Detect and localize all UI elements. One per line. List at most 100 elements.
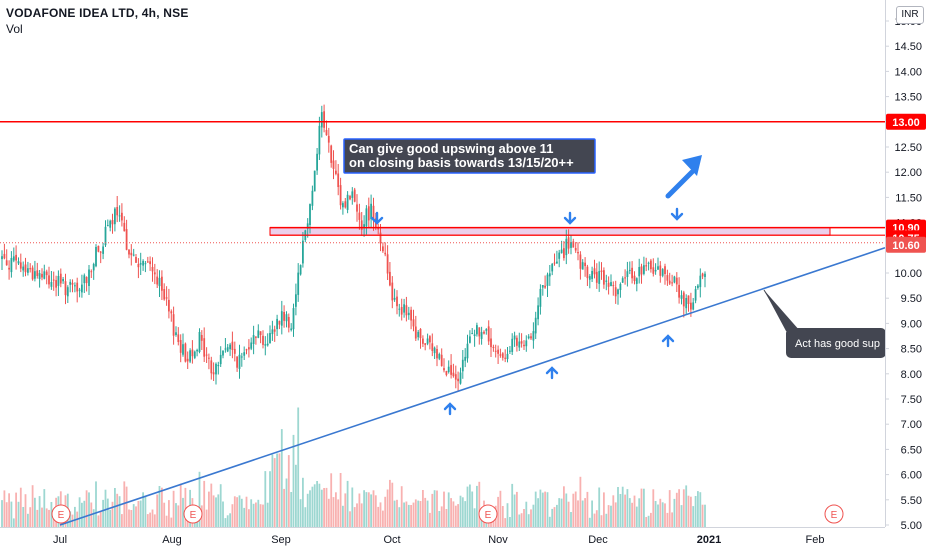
candle-body (118, 215, 121, 217)
volume-bar (85, 490, 88, 527)
candle-body (34, 271, 36, 279)
candle-body (661, 269, 664, 276)
candle-body (419, 328, 422, 339)
candle-body (243, 352, 246, 356)
volume-bar (687, 495, 690, 527)
volume-bar (50, 502, 53, 527)
volume-bar (215, 497, 217, 527)
earnings-event-marker[interactable]: E (51, 504, 71, 524)
volume-bar (398, 507, 401, 527)
candle-body (701, 273, 704, 277)
earnings-event-marker[interactable]: E (183, 504, 203, 524)
candle-body (657, 266, 659, 270)
volume-bar (600, 515, 603, 527)
candle-body (476, 325, 478, 335)
price-tag-last-price[interactable] (886, 236, 926, 253)
price-tag-resistance[interactable] (886, 113, 926, 130)
volume-bar (438, 511, 441, 527)
volume-bar (69, 511, 72, 527)
candle-body (71, 282, 74, 285)
candle-body (516, 337, 518, 346)
candle-body (356, 204, 358, 212)
candle-body (99, 251, 102, 253)
candle-body (363, 224, 365, 228)
candle-body (337, 173, 340, 187)
candle-body (170, 311, 173, 314)
volume-bar (650, 512, 652, 527)
volume-bar (74, 506, 76, 527)
volume-bar (612, 495, 615, 527)
candle-body (621, 278, 624, 283)
candle-body (257, 330, 260, 338)
candle-body (697, 285, 699, 288)
candle-body (603, 270, 605, 285)
currency-button[interactable]: INR (896, 6, 924, 24)
candle-body (189, 350, 191, 362)
resistance-zone-rect[interactable] (269, 227, 831, 236)
earnings-event-marker[interactable]: E (824, 504, 844, 524)
time-tick-label: Oct (383, 534, 400, 546)
candlesticks (1, 104, 706, 392)
candle-body (198, 332, 201, 352)
candle-body (570, 242, 572, 248)
volume-legend[interactable]: Vol (6, 22, 23, 36)
volume-bar (38, 496, 41, 527)
candle-body (295, 294, 297, 307)
volume-bar (184, 487, 187, 527)
volume-bar (412, 502, 415, 527)
volume-bar (595, 510, 598, 527)
candle-body (123, 222, 126, 232)
candle-body (168, 299, 170, 312)
support-annotation-box[interactable] (786, 328, 886, 358)
volume-bar (436, 490, 438, 527)
candle-body (48, 275, 50, 285)
volume-bar (621, 486, 624, 527)
volume-bar (12, 518, 15, 527)
candle-body (231, 341, 234, 350)
candle-body (205, 354, 208, 356)
candle-body (668, 280, 671, 284)
candle-body (299, 265, 302, 275)
volume-bar (285, 478, 288, 527)
volume-bar (690, 496, 692, 527)
upswing-annotation-box[interactable] (343, 138, 596, 174)
candle-body (523, 344, 525, 347)
candle-body (588, 276, 591, 280)
candle-body (264, 344, 267, 346)
volume-bar (652, 489, 655, 527)
volume-bar (97, 515, 100, 527)
arrow-markers (370, 155, 702, 416)
volume-bar (144, 496, 147, 527)
candle-body (659, 265, 662, 276)
candle-body (638, 267, 641, 277)
candle-body (485, 329, 488, 331)
upswing-annotation-line: on closing basis towards 13/15/20++ (349, 155, 574, 170)
symbol-title[interactable]: VODAFONE IDEA LTD, 4h, NSE (6, 6, 189, 20)
volume-bar (1, 500, 3, 527)
candle-body (269, 333, 271, 344)
candle-body (24, 264, 27, 273)
volume-bar (248, 509, 250, 527)
volume-bar (358, 493, 361, 527)
candle-body (631, 267, 633, 279)
volume-bar (205, 509, 208, 527)
candle-body (433, 347, 436, 354)
volume-bar (391, 482, 394, 527)
volume-bar (497, 496, 499, 527)
volume-bar (431, 493, 434, 527)
candle-body (250, 342, 253, 349)
volume-bar (280, 429, 283, 527)
candle-body (617, 289, 619, 295)
candle-body (675, 277, 678, 285)
candle-body (172, 314, 175, 336)
volume-bar (570, 512, 572, 527)
candle-body (466, 343, 469, 359)
volume-bar (704, 504, 706, 527)
volume-bar (367, 492, 370, 527)
candle-body (316, 153, 318, 171)
earnings-event-marker[interactable]: E (478, 504, 498, 524)
candle-body (245, 349, 248, 351)
support-trendline[interactable] (59, 247, 886, 526)
